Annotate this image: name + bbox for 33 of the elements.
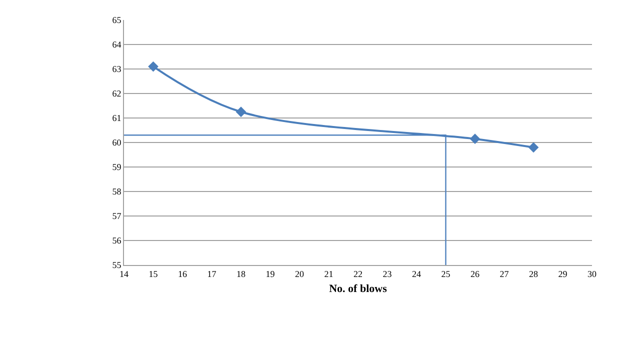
- x-tick-label: 25: [441, 268, 451, 279]
- point: [148, 61, 158, 72]
- x-tick-label: 19: [266, 268, 276, 279]
- y-tick-label: 57: [112, 211, 122, 222]
- y-tick-label: 64: [112, 40, 122, 50]
- x-tick-label: 29: [558, 268, 568, 279]
- y-tick-label: 56: [112, 236, 122, 246]
- x-tick-label: 14: [120, 268, 129, 279]
- x-tick-label: 28: [529, 268, 538, 279]
- x-axis-title: No. of blows: [329, 283, 388, 295]
- x-tick-label: 17: [207, 268, 217, 279]
- x-tick-label: 18: [236, 268, 246, 279]
- y-tick-label: 61: [112, 113, 122, 124]
- x-tick-label: 26: [470, 268, 480, 279]
- y-tick-label: 65: [112, 15, 122, 26]
- y-tick-label: 63: [112, 64, 122, 74]
- point: [470, 134, 480, 144]
- x-tick-label: 30: [588, 268, 597, 279]
- x-tick-label: 22: [354, 268, 362, 279]
- x-tick-label: 15: [148, 268, 158, 279]
- point: [236, 106, 246, 118]
- y-tick-label: 62: [112, 88, 122, 99]
- x-tick-label: 27: [500, 268, 510, 279]
- y-tick-label: 59: [112, 162, 122, 172]
- x-tick-label: 20: [295, 268, 304, 279]
- x-tick-label: 23: [382, 268, 392, 279]
- x-tick-label: 21: [324, 268, 334, 279]
- y-tick-label: 60: [112, 138, 122, 148]
- y-tick-label: 55: [112, 260, 122, 270]
- x-tick-label: 24: [412, 268, 422, 279]
- point: [528, 142, 539, 153]
- y-tick-label: 58: [112, 186, 122, 197]
- x-tick-label: 16: [178, 268, 188, 279]
